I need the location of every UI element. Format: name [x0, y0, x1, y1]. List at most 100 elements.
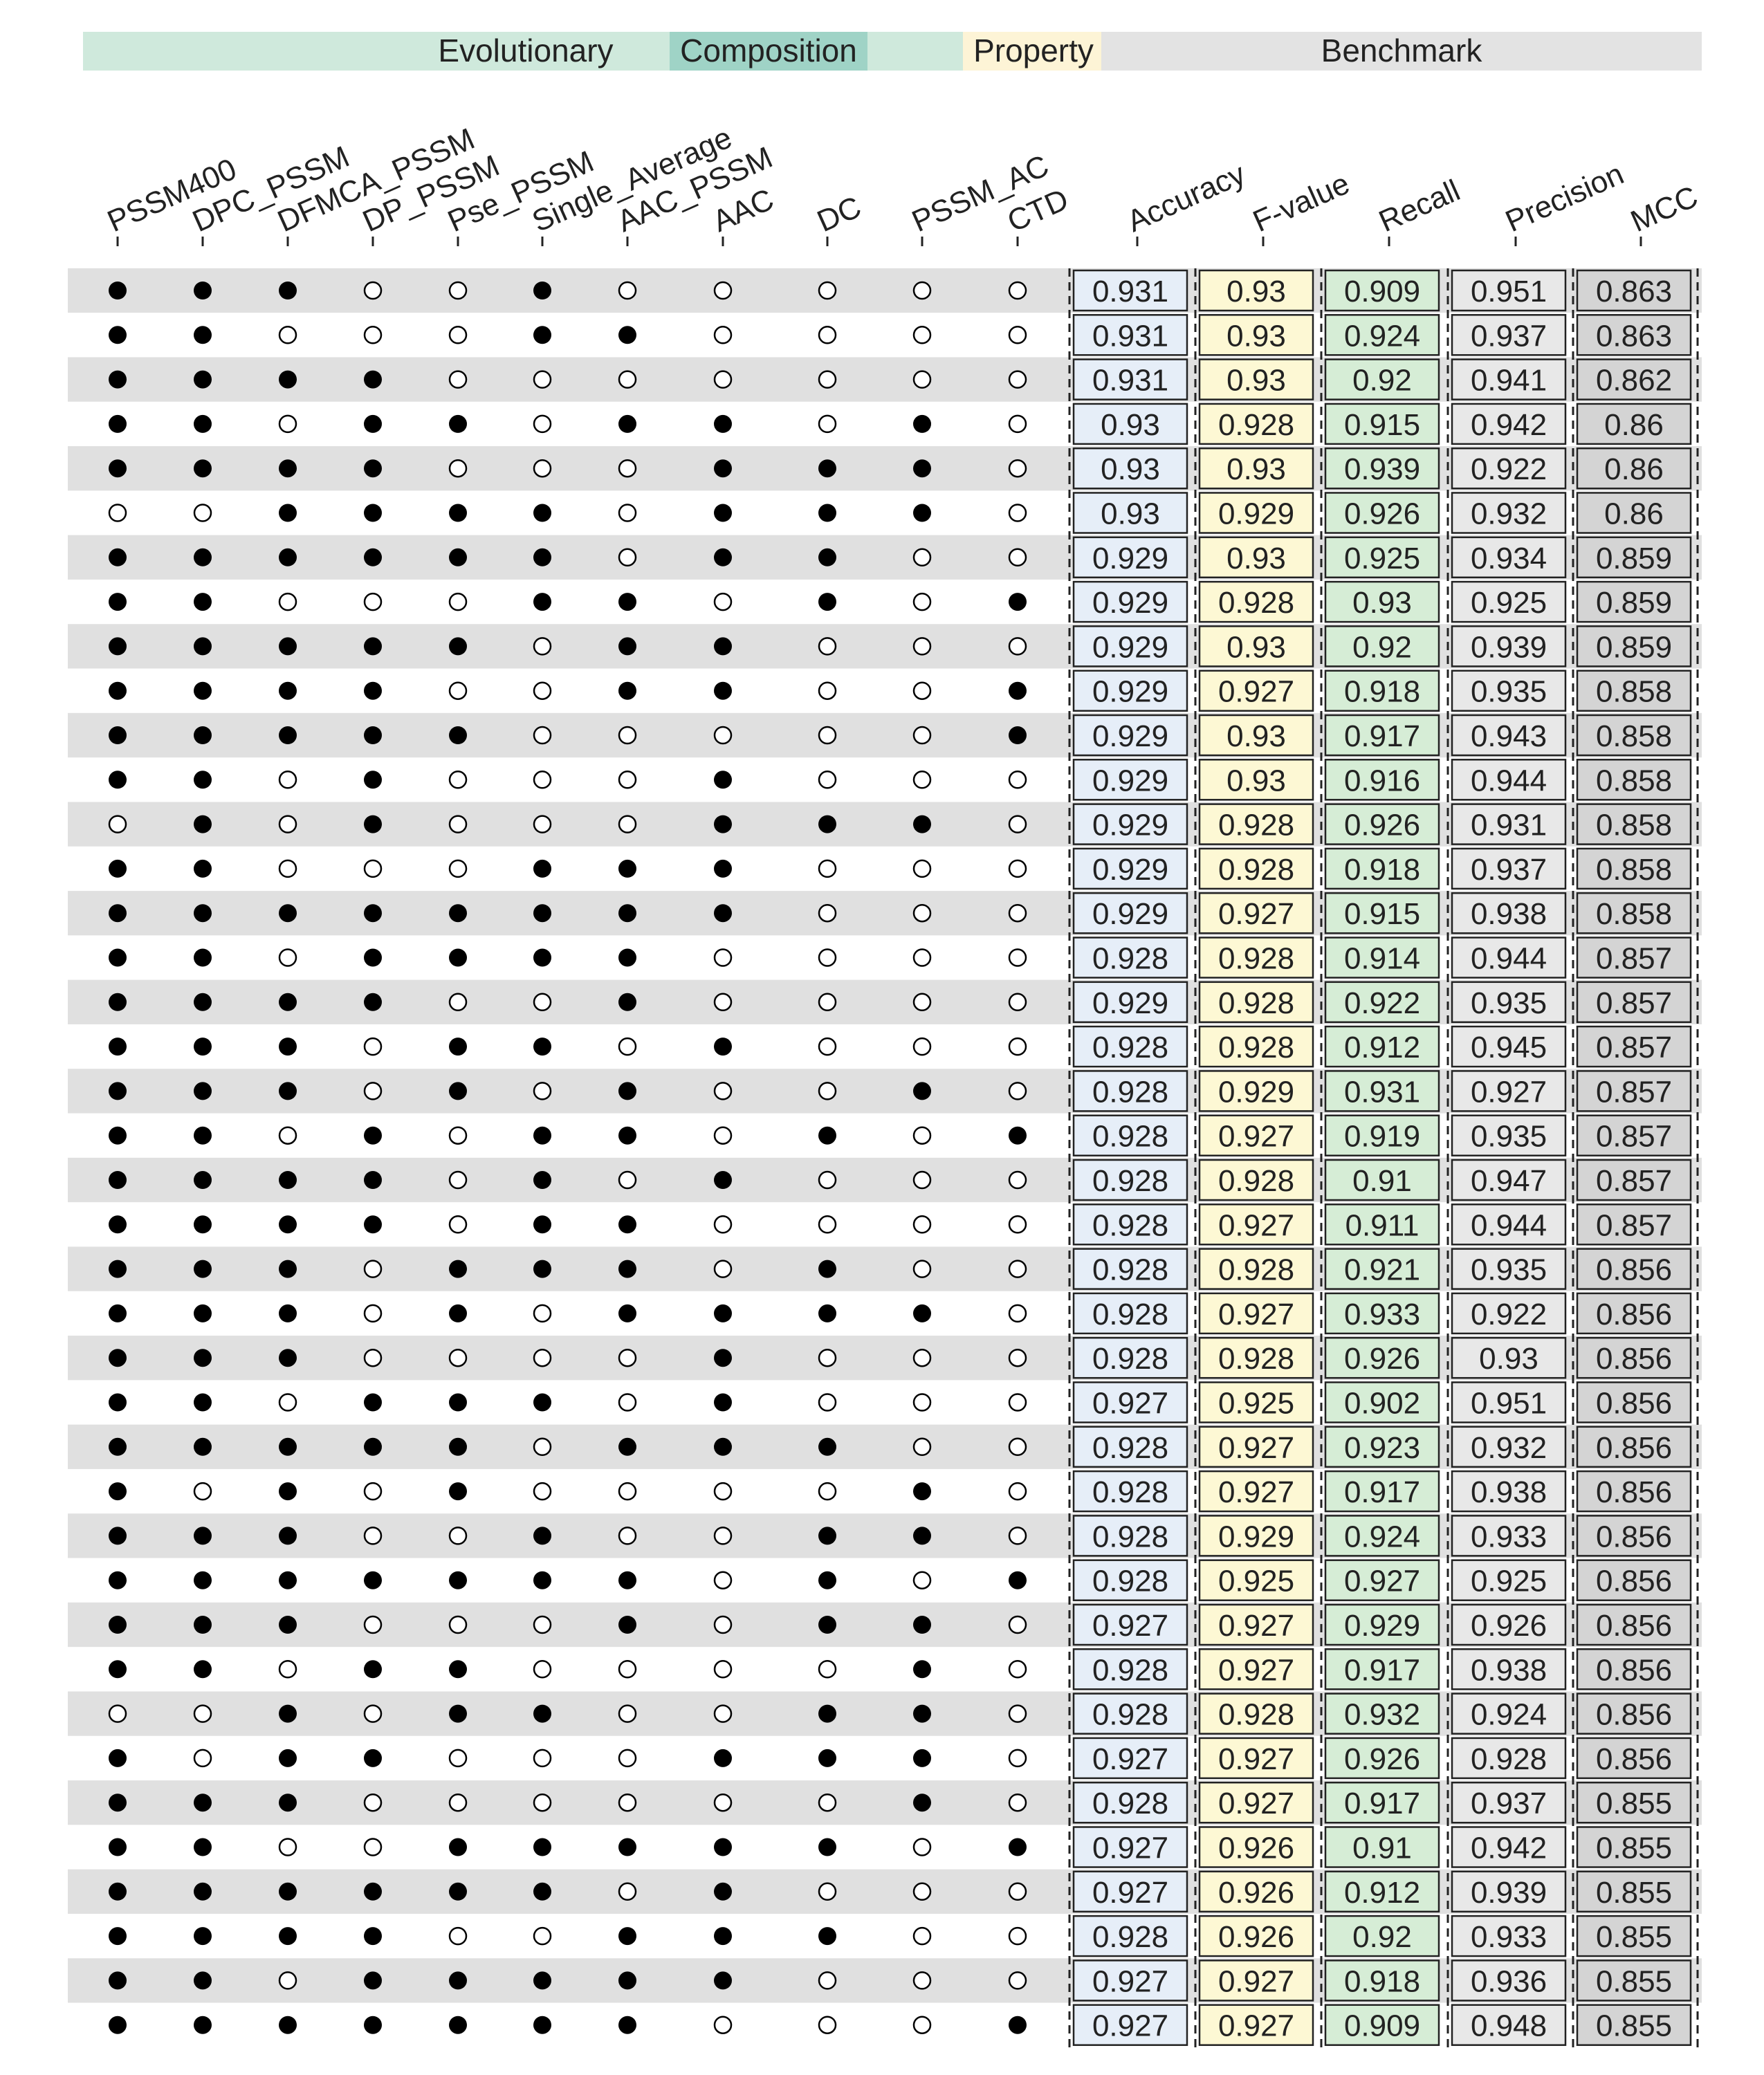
- feature-unselected-dot: [1008, 1393, 1027, 1412]
- feature-selected-dot: [109, 1749, 127, 1767]
- metric-cell: [1198, 1470, 1314, 1513]
- feature-selected-dot: [109, 282, 127, 299]
- metric-cell: [1324, 403, 1440, 445]
- feature-unselected-dot: [278, 859, 297, 878]
- metric-cell: [1072, 1959, 1188, 2002]
- feature-unselected-dot: [278, 414, 297, 434]
- metric-value: 0.856: [1596, 1431, 1672, 1465]
- metric-value: 0.927: [1471, 1075, 1547, 1109]
- feature-selected-dot: [714, 1437, 732, 1456]
- feature-selected-dot: [818, 1304, 836, 1322]
- metric-cell: [1451, 1336, 1567, 1379]
- metric-value: 0.942: [1471, 408, 1547, 442]
- metric-value: 0.93: [1226, 452, 1286, 486]
- metric-cell: [1576, 492, 1692, 534]
- feature-unselected-dot: [533, 414, 552, 434]
- feature-unselected-dot: [912, 326, 932, 344]
- metric-value: 0.915: [1344, 897, 1420, 931]
- metric-value: 0.928: [1218, 853, 1294, 887]
- metric-value: 0.918: [1344, 1964, 1420, 1998]
- feature-selected-dot: [109, 1126, 127, 1145]
- metric-value: 0.86: [1604, 497, 1664, 531]
- metric-cell: [1324, 1559, 1440, 1601]
- metric-value: 0.856: [1596, 1565, 1672, 1598]
- metric-value: 0.923: [1344, 1431, 1420, 1465]
- metric-cell: [1198, 2004, 1314, 2046]
- metric-cell: [1576, 1737, 1692, 1780]
- feature-selected-dot: [109, 326, 127, 344]
- feature-selected-dot: [194, 1571, 212, 1589]
- metric-value: 0.855: [1596, 1876, 1672, 1910]
- metric-cell: [1324, 1693, 1440, 1735]
- metric-cell: [1451, 1025, 1567, 1068]
- metric-value: 0.935: [1471, 675, 1547, 709]
- feature-unselected-dot: [363, 1348, 383, 1367]
- feature-unselected-dot: [448, 1170, 468, 1190]
- metric-cell: [1576, 759, 1692, 801]
- metric-value: 0.928: [1218, 809, 1294, 842]
- feature-unselected-dot: [363, 326, 383, 344]
- metric-cell: [1451, 536, 1567, 579]
- feature-selected-dot: [364, 504, 382, 522]
- metric-value: 0.927: [1218, 1609, 1294, 1643]
- feature-selected-dot: [818, 1126, 836, 1145]
- feature-unselected-dot: [533, 771, 552, 789]
- feature-selected-dot: [449, 2016, 467, 2034]
- metric-cell: [1324, 1381, 1440, 1423]
- metric-value: 0.858: [1596, 853, 1672, 887]
- feature-unselected-dot: [618, 459, 637, 478]
- feature-selected-dot: [818, 1571, 836, 1589]
- metric-cell: [1072, 1559, 1188, 1601]
- feature-selected-dot: [279, 726, 297, 744]
- metric-value: 0.925: [1471, 586, 1547, 620]
- feature-selected-dot: [913, 1082, 931, 1100]
- feature-selected-dot: [194, 859, 212, 878]
- metric-cell: [1072, 1025, 1188, 1068]
- feature-selected-dot: [618, 414, 636, 433]
- feature-selected-dot: [279, 2016, 297, 2034]
- feature-selected-dot: [714, 1927, 732, 1946]
- metric-cell: [1198, 1959, 1314, 2002]
- metric-value: 0.928: [1092, 1787, 1168, 1820]
- feature-selected-dot: [364, 370, 382, 389]
- metric-cell: [1451, 1248, 1567, 1290]
- metric-value: 0.931: [1092, 319, 1168, 353]
- feature-unselected-dot: [818, 771, 837, 789]
- metric-cell: [1576, 847, 1692, 890]
- metric-value: 0.951: [1471, 1387, 1547, 1421]
- metric-cell: [1324, 1603, 1440, 1646]
- feature-unselected-dot: [713, 1260, 733, 1278]
- metric-value: 0.93: [1226, 364, 1286, 398]
- feature-selected-dot: [364, 1215, 382, 1234]
- feature-selected-dot: [714, 459, 732, 478]
- group-label-property: Property: [973, 33, 1094, 68]
- feature-selected-dot: [449, 1393, 467, 1412]
- feature-unselected-dot: [1008, 1170, 1027, 1190]
- metric-value: 0.933: [1471, 1920, 1547, 1954]
- feature-unselected-dot: [363, 1260, 383, 1278]
- metric-value: 0.856: [1596, 1253, 1672, 1287]
- metric-cell: [1198, 403, 1314, 445]
- feature-unselected-dot: [618, 1170, 637, 1190]
- feature-unselected-dot: [618, 1482, 637, 1501]
- metric-value: 0.863: [1596, 275, 1672, 308]
- group-band-evolutionary: [83, 32, 670, 71]
- metric-cell: [1324, 1915, 1440, 1957]
- feature-unselected-dot: [1008, 948, 1027, 967]
- metric-cell: [1324, 625, 1440, 667]
- table-row: 0.928 0.928 0.932 0.924 0.856: [108, 1693, 1692, 1735]
- feature-selected-dot: [714, 1971, 732, 1990]
- feature-selected-dot: [449, 1304, 467, 1322]
- feature-selected-dot: [109, 1616, 127, 1634]
- feature-selected-dot: [194, 1171, 212, 1189]
- feature-unselected-dot: [618, 1348, 637, 1367]
- metric-value: 0.928: [1092, 1164, 1168, 1198]
- metric-cell: [1324, 1648, 1440, 1690]
- feature-selected-dot: [279, 1260, 297, 1278]
- metric-cell: [1576, 580, 1692, 623]
- feature-unselected-dot: [1008, 815, 1027, 833]
- feature-selected-dot: [109, 1437, 127, 1456]
- feature-selected-dot: [1009, 2016, 1027, 2034]
- feature-unselected-dot: [912, 1882, 932, 1901]
- metric-cell: [1198, 492, 1314, 534]
